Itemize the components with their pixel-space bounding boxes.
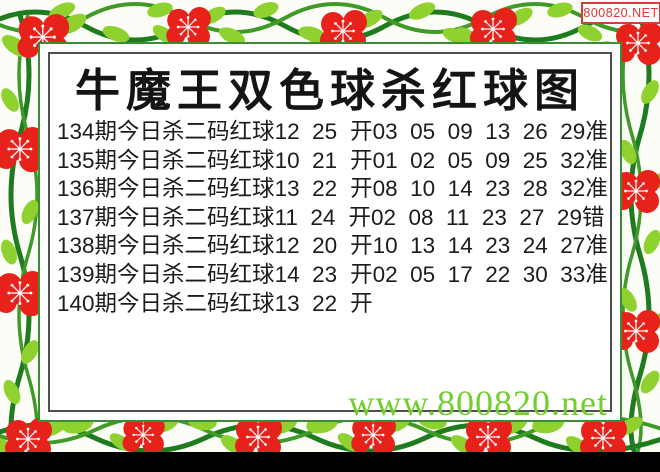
row-kill-numbers: 11 24 [274,204,336,230]
row-verdict: 准 [585,147,608,173]
row-period: 136期 [57,176,118,202]
row-kill-numbers: 13 22 [274,290,338,316]
row-action: 今日杀二码红球 [117,147,275,173]
prediction-list: 134期今日杀二码红球12 25 开03 05 09 13 26 29准 135期… [57,118,608,318]
prediction-row: 135期今日杀二码红球10 21 开01 02 05 09 25 32准 [57,147,608,176]
row-period: 138期 [57,233,118,259]
prediction-row: 139期今日杀二码红球14 23 开02 05 17 22 30 33准 [57,261,608,290]
row-kill-numbers: 13 22 [274,176,338,202]
row-verdict: 准 [585,176,608,202]
row-open-numbers: 开02 08 11 23 27 29 [348,204,582,230]
row-action: 今日杀二码红球 [117,233,275,259]
row-action: 今日杀二码红球 [117,119,275,144]
row-period: 139期 [57,261,118,287]
row-kill-numbers: 14 23 [274,261,338,287]
prediction-row: 136期今日杀二码红球13 22 开08 10 14 23 28 32准 [57,175,608,204]
prediction-row: 134期今日杀二码红球12 25 开03 05 09 13 26 29准 [57,118,608,147]
row-action: 今日杀二码红球 [117,176,275,202]
watermark-url: www.800820.net [348,383,608,423]
row-verdict: 准 [585,233,608,259]
prediction-row: 140期今日杀二码红球13 22 开 [57,290,608,319]
green-leaf-icon [1,88,39,405]
row-action: 今日杀二码红球 [117,290,275,316]
prediction-row: 138期今日杀二码红球12 20 开10 13 14 23 24 27准 [57,232,608,261]
site-badge: 800820.NET [581,2,660,24]
row-open-numbers: 开08 10 14 23 28 32 [350,176,586,202]
row-verdict: 错 [581,204,605,230]
row-kill-numbers: 12 20 [274,233,338,259]
row-verdict: 准 [585,261,608,287]
bottom-black-bar [0,452,660,472]
row-period: 134期 [57,119,118,144]
row-action: 今日杀二码红球 [117,204,275,230]
green-leaf-icon [619,80,660,394]
page-title: 牛魔王双色球杀红球图 [74,66,585,116]
row-kill-numbers: 12 25 [274,119,338,144]
row-open-numbers: 开01 02 05 09 25 32 [350,147,586,173]
row-open-numbers: 开 [350,290,373,316]
prediction-row: 137期今日杀二码红球11 24 开02 08 11 23 27 29错 [57,204,608,233]
row-open-numbers: 开10 13 14 23 24 27 [350,233,586,259]
row-open-numbers: 开02 05 17 22 30 33 [350,261,586,287]
row-kill-numbers: 10 21 [274,147,338,173]
row-action: 今日杀二码红球 [117,261,275,287]
row-period: 137期 [57,204,118,230]
row-open-numbers: 开03 05 09 13 26 29 [350,119,586,144]
row-verdict: 准 [585,119,608,144]
green-leaf-icon [48,2,603,45]
vine-icon [621,14,652,467]
content-frame: 牛魔王双色球杀红球图 134期今日杀二码红球12 25 开03 05 09 13 … [38,42,622,423]
row-period: 135期 [57,147,118,173]
row-period: 140期 [57,290,118,316]
